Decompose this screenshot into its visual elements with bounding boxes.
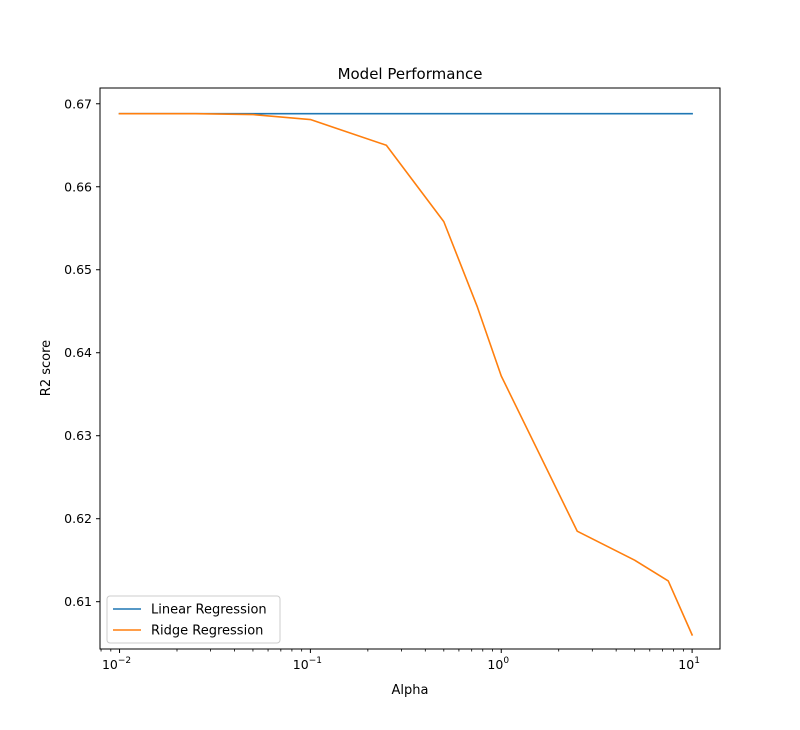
y-tick-label: 0.65 [64, 262, 92, 277]
y-tick-label: 0.62 [64, 511, 92, 526]
x-tick-label: 10−1 [293, 656, 322, 672]
x-axis: 10−2 10−1 100 101 [100, 649, 700, 672]
legend-label: Linear Regression [151, 603, 267, 618]
y-tick-label: 0.67 [64, 96, 92, 111]
series-line-ridge-regression [118, 112, 694, 636]
series-lines [118, 112, 694, 636]
x-tick-label: 101 [678, 656, 700, 672]
x-tick-label: 100 [487, 656, 509, 672]
plot-area-frame [99, 87, 721, 650]
y-tick-label: 0.61 [64, 594, 92, 609]
legend-label: Ridge Regression [151, 624, 263, 639]
y-tick-label: 0.64 [64, 345, 92, 360]
y-tick-label: 0.66 [64, 179, 92, 194]
y-tick-label: 0.63 [64, 428, 92, 443]
y-axis: 0.61 0.62 0.63 0.64 0.65 0.66 0.67 [64, 96, 100, 609]
legend-box [106, 595, 281, 644]
y-axis-label: R2 score [39, 340, 54, 396]
x-axis-label: Alpha [392, 683, 429, 698]
x-tick-label: 10−2 [102, 656, 131, 672]
legend: Linear Regression Ridge Regression [106, 595, 281, 644]
chart-title: Model Performance [338, 65, 483, 83]
